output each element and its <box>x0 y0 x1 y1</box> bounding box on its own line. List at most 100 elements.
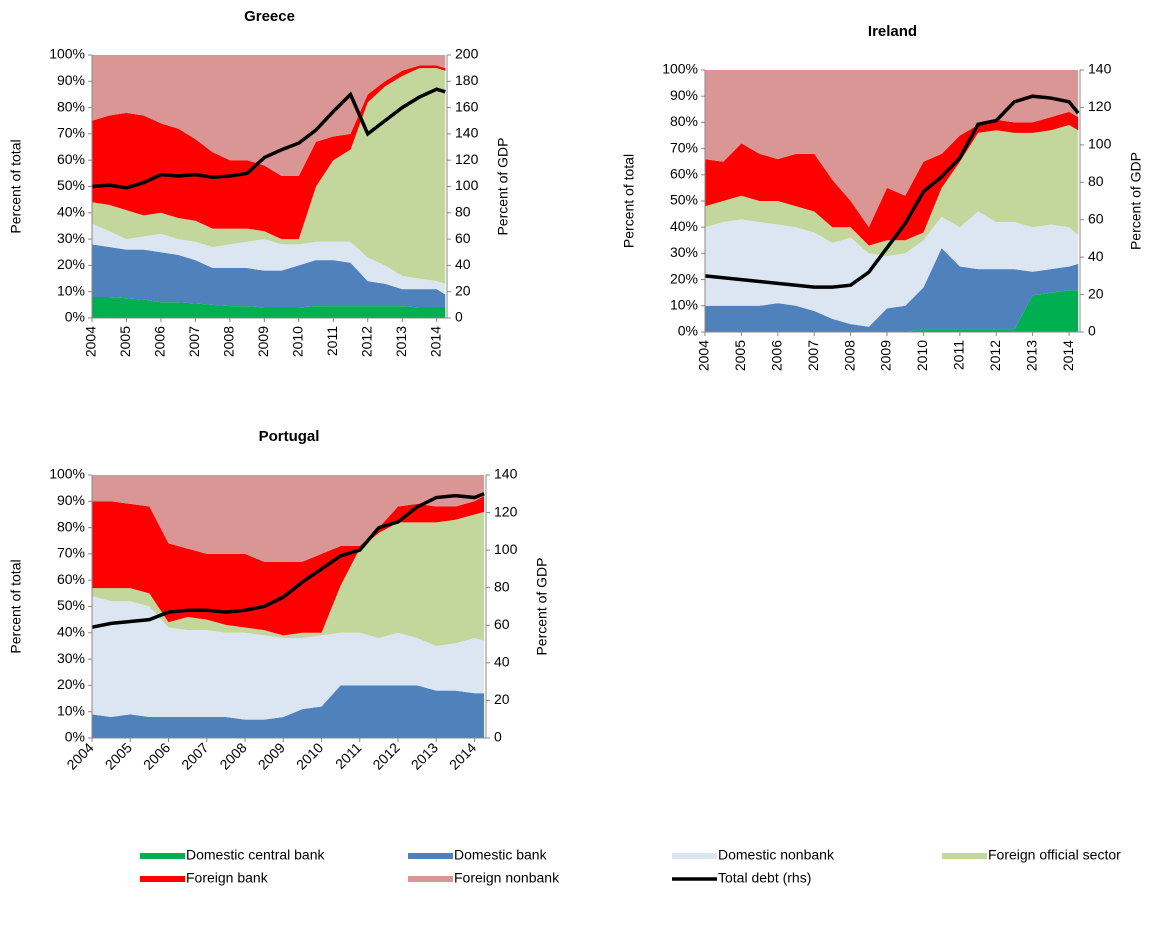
stacked-area <box>705 211 1079 327</box>
y2-tick-label: 0 <box>494 729 502 745</box>
y-tick-label: 10% <box>57 702 85 718</box>
x-tick-label: 2013 <box>1023 340 1039 371</box>
y-tick-label: 60% <box>57 151 85 167</box>
x-tick-label: 2013 <box>393 326 409 357</box>
x-tick-label: 2006 <box>769 340 785 371</box>
stacked-area <box>92 496 485 636</box>
y-axis-label: Percent of total <box>8 559 24 653</box>
y2-tick-label: 20 <box>1088 285 1104 301</box>
stacked-area <box>92 511 485 646</box>
stacked-area <box>92 65 446 240</box>
y-tick-label: 40% <box>57 204 85 220</box>
y-tick-label: 30% <box>670 244 698 260</box>
y-tick-label: 60% <box>57 571 85 587</box>
x-tick-label: 2010 <box>289 326 305 357</box>
x-tick-label: 2014 <box>1060 340 1076 371</box>
y2-tick-label: 100 <box>494 541 518 557</box>
legend-label: Domestic central bank <box>186 847 326 863</box>
y-tick-label: 50% <box>57 177 85 193</box>
x-tick-label: 2009 <box>878 340 894 371</box>
y2-tick-label: 200 <box>455 46 479 62</box>
x-tick-label: 2013 <box>408 739 441 772</box>
x-tick-label: 2014 <box>427 326 443 357</box>
x-tick-label: 2010 <box>293 739 326 772</box>
y-tick-label: 0% <box>678 323 698 339</box>
x-tick-label: 2007 <box>805 340 821 371</box>
y-axis-label: Percent of total <box>8 139 24 233</box>
chart-title: Ireland <box>868 23 917 40</box>
x-tick-label: 2004 <box>83 326 99 357</box>
y2-tick-label: 20 <box>494 691 510 707</box>
y2-tick-label: 0 <box>1088 323 1096 339</box>
y-tick-label: 10% <box>57 282 85 298</box>
stacked-area <box>705 290 1079 332</box>
y-tick-label: 100% <box>662 61 698 77</box>
y-tick-label: 20% <box>57 256 85 272</box>
y-tick-label: 70% <box>57 545 85 561</box>
x-tick-label: 2008 <box>221 326 237 357</box>
x-tick-label: 2008 <box>841 340 857 371</box>
stacked-area <box>92 595 485 720</box>
x-tick-label: 2012 <box>369 739 402 772</box>
y2-tick-label: 0 <box>455 309 463 325</box>
x-tick-label: 2009 <box>255 326 271 357</box>
x-tick-label: 2004 <box>696 340 712 371</box>
x-tick-label: 2011 <box>332 739 365 772</box>
x-tick-label: 2014 <box>446 739 479 772</box>
y2-tick-label: 60 <box>1088 210 1104 226</box>
y-tick-label: 50% <box>57 597 85 613</box>
y2-tick-label: 160 <box>455 98 479 114</box>
y2-tick-label: 140 <box>455 125 479 141</box>
legend-label: Total debt (rhs) <box>718 870 811 886</box>
chart-title: Portugal <box>259 428 320 445</box>
legend-label: Domestic nonbank <box>718 847 835 863</box>
y2-tick-label: 40 <box>494 654 510 670</box>
y-tick-label: 20% <box>57 676 85 692</box>
x-tick-label: 2006 <box>140 739 173 772</box>
y-tick-label: 70% <box>670 139 698 155</box>
y2-tick-label: 80 <box>1088 173 1104 189</box>
y2-tick-label: 120 <box>1088 98 1112 114</box>
y-axis-label: Percent of total <box>621 154 637 248</box>
legend-swatch <box>408 853 453 859</box>
x-tick-label: 2012 <box>987 340 1003 371</box>
y-tick-label: 80% <box>670 113 698 129</box>
x-tick-label: 2008 <box>216 739 249 772</box>
stacked-area <box>705 111 1079 246</box>
y-tick-label: 90% <box>670 87 698 103</box>
y-tick-label: 100% <box>49 46 85 62</box>
y-tick-label: 20% <box>670 270 698 286</box>
y-tick-label: 60% <box>670 166 698 182</box>
y2-axis-label: Percent of GDP <box>1128 152 1144 250</box>
y2-axis-label: Percent of GDP <box>495 137 511 235</box>
stacked-area <box>92 475 485 562</box>
x-tick-label: 2007 <box>186 326 202 357</box>
x-tick-label: 2005 <box>732 340 748 371</box>
y2-tick-label: 180 <box>455 72 479 88</box>
legend-swatch <box>672 853 717 859</box>
y2-tick-label: 40 <box>1088 248 1104 264</box>
stacked-area <box>92 223 446 295</box>
y-tick-label: 80% <box>57 518 85 534</box>
debt-line <box>91 87 446 190</box>
stacked-area <box>92 685 485 738</box>
y2-tick-label: 60 <box>494 616 510 632</box>
y-tick-label: 0% <box>65 729 85 745</box>
y-tick-label: 70% <box>57 125 85 141</box>
stacked-area <box>92 68 446 284</box>
x-tick-label: 2009 <box>255 739 288 772</box>
y-tick-label: 80% <box>57 98 85 114</box>
y2-tick-label: 100 <box>1088 136 1112 152</box>
legend-label: Domestic bank <box>454 847 548 863</box>
stacked-area <box>92 296 446 318</box>
y2-tick-label: 140 <box>494 466 518 482</box>
x-tick-label: 2010 <box>914 340 930 371</box>
legend-swatch <box>140 876 185 882</box>
legend-label: Foreign official sector <box>988 847 1121 863</box>
y-tick-label: 30% <box>57 650 85 666</box>
x-tick-label: 2011 <box>951 340 967 370</box>
y-tick-label: 40% <box>670 218 698 234</box>
y2-tick-label: 140 <box>1088 61 1112 77</box>
y-tick-label: 40% <box>57 624 85 640</box>
